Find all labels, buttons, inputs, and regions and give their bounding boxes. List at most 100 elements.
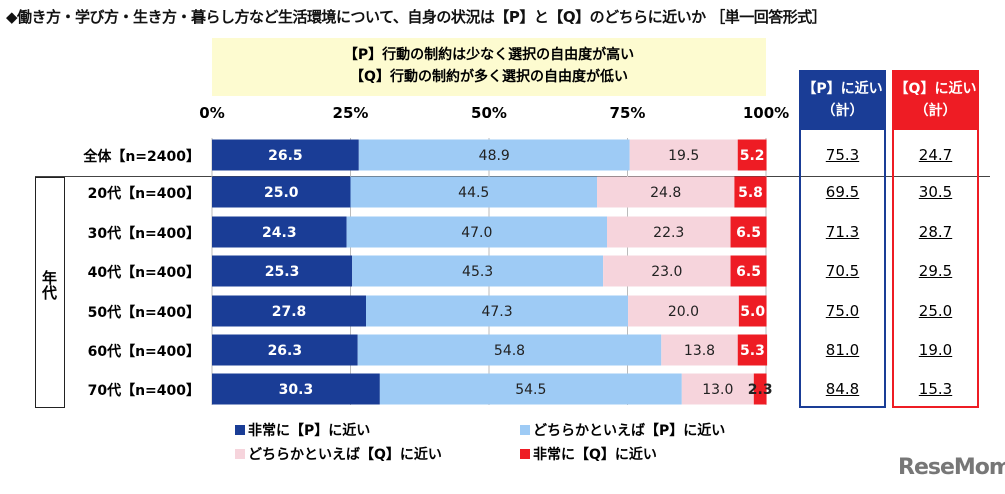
bar-segment <box>350 176 598 208</box>
bar-segment <box>603 255 731 287</box>
x-tick-label: 50% <box>471 104 507 122</box>
bar-segment <box>734 176 767 208</box>
q-total-value: 15.3 <box>918 380 953 398</box>
data-label: 26.5 <box>268 148 303 164</box>
data-label: 26.3 <box>268 343 303 359</box>
data-label: 6.5 <box>736 225 761 241</box>
bar-segment <box>212 176 351 208</box>
legend-swatch <box>520 449 530 459</box>
data-label: 54.8 <box>494 343 525 359</box>
chart-title: ◆働き方・学び方・生き方・暮らし方など生活環境について、自身の状況は【P】と【Q… <box>6 8 827 26</box>
bar-segment <box>212 295 367 327</box>
p-total-box <box>799 130 886 408</box>
data-label: 19.5 <box>668 148 699 164</box>
data-label: 30.3 <box>279 382 314 398</box>
q-total-value: 25.0 <box>918 302 953 320</box>
bar-segment <box>738 295 767 327</box>
legend-item: どちらかといえば【P】に近い <box>520 420 725 440</box>
bar-segment <box>629 139 738 171</box>
p-total-value: 75.0 <box>825 302 860 320</box>
q-total-value: 19.0 <box>918 341 953 359</box>
x-tick-label: 25% <box>332 104 369 122</box>
category-label: 全体【n=2400】 <box>83 149 200 165</box>
group-label: 年代 <box>40 270 58 300</box>
bar-segment <box>628 295 739 327</box>
definition-p: 【P】行動の制約は少なく選択の自由度が高い <box>343 47 635 63</box>
category-label: 30代【n=400】 <box>87 226 200 242</box>
legend-swatch <box>520 425 530 435</box>
data-label: 47.3 <box>481 304 512 320</box>
legend-swatch <box>235 449 245 459</box>
bar-segment <box>753 373 767 405</box>
bar-segment <box>730 255 767 287</box>
bar-segment <box>366 295 629 327</box>
bar-segment <box>352 255 604 287</box>
bar-segment <box>730 216 767 248</box>
data-label: 5.2 <box>740 148 765 164</box>
category-label: 50代【n=400】 <box>87 305 200 321</box>
data-label: 2.3 <box>748 382 773 398</box>
q-total-header: 【Q】に近い（計） <box>892 70 979 130</box>
data-label: 6.5 <box>736 264 761 280</box>
legend-item: 非常に【Q】に近い <box>520 444 657 464</box>
x-tick-label: 0% <box>199 104 225 122</box>
p-total-value: 71.3 <box>825 223 860 241</box>
bar-segment <box>681 373 754 405</box>
p-total-value: 81.0 <box>825 341 860 359</box>
q-total-box <box>892 130 979 408</box>
legend-label: 非常に【P】に近い <box>248 423 371 439</box>
data-label: 25.3 <box>265 264 300 280</box>
bar-segment <box>661 334 738 366</box>
legend-label: 非常に【Q】に近い <box>533 447 657 463</box>
category-label: 20代【n=400】 <box>87 186 200 202</box>
data-label: 27.8 <box>272 304 307 320</box>
legend-item: 非常に【P】に近い <box>235 420 370 440</box>
data-label: 44.5 <box>458 185 489 201</box>
data-label: 54.5 <box>515 382 546 398</box>
p-total-value: 75.3 <box>825 146 860 164</box>
x-tick-label: 100% <box>742 104 790 122</box>
category-label: 40代【n=400】 <box>87 265 200 281</box>
p-total-value: 70.5 <box>825 262 860 280</box>
bar-segment <box>607 216 731 248</box>
data-label: 25.0 <box>264 185 299 201</box>
data-label: 48.9 <box>479 148 510 164</box>
legend-swatch <box>235 425 245 435</box>
data-label: 23.0 <box>651 264 682 280</box>
p-total-header: 【P】に近い（計） <box>799 70 886 130</box>
p-total-value: 84.8 <box>825 380 860 398</box>
bar-segment <box>379 373 682 405</box>
bar-segment <box>358 139 630 171</box>
legend-label: どちらかといえば【P】に近い <box>533 423 726 439</box>
bar-segment <box>737 334 768 366</box>
q-total-value: 28.7 <box>918 223 953 241</box>
category-label: 60代【n=400】 <box>87 344 200 360</box>
data-label: 5.0 <box>740 304 765 320</box>
data-label: 24.3 <box>262 225 297 241</box>
legend-label: どちらかといえば【Q】に近い <box>248 447 442 463</box>
bar-segment <box>346 216 608 248</box>
bar-segment <box>212 255 353 287</box>
bar-segment <box>212 334 358 366</box>
bar-segment <box>212 139 359 171</box>
data-label: 20.0 <box>668 304 699 320</box>
data-label: 24.8 <box>650 185 681 201</box>
q-total-value: 30.5 <box>918 183 953 201</box>
q-total-value: 29.5 <box>918 262 953 280</box>
data-label: 45.3 <box>462 264 493 280</box>
legend-item: どちらかといえば【Q】に近い <box>235 444 442 464</box>
bar-segment <box>357 334 662 366</box>
data-label: 5.3 <box>740 343 765 359</box>
bar-segment <box>212 216 347 248</box>
bar-segment <box>212 373 380 405</box>
data-label: 47.0 <box>461 225 492 241</box>
x-tick-label: 75% <box>609 104 646 122</box>
bar-segment <box>737 139 767 171</box>
bar-segment <box>597 176 735 208</box>
data-label: 5.8 <box>738 185 763 201</box>
category-label: 70代【n=400】 <box>87 383 200 399</box>
data-label: 13.8 <box>684 343 715 359</box>
q-total-value: 24.7 <box>918 146 953 164</box>
p-total-value: 69.5 <box>825 183 860 201</box>
